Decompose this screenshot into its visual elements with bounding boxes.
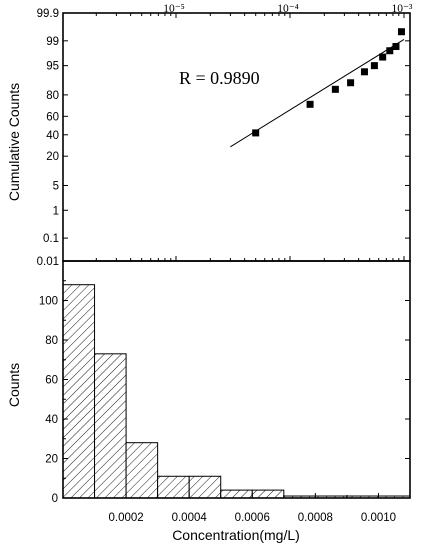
top-y-tick-label: 99.9 — [37, 8, 59, 20]
data-point — [331, 85, 339, 93]
top-x-tick-label: 10⁻³ — [391, 3, 413, 15]
data-point — [386, 47, 394, 55]
top-y-tick-label: 1 — [53, 205, 59, 217]
bottom-y-axis: 0 20 40 60 80 100 — [39, 280, 410, 505]
top-y-tick-label: 0.01 — [37, 256, 59, 268]
top-y-tick-label: 60 — [46, 111, 59, 123]
top-y-tick-label: 5 — [53, 180, 59, 192]
data-point — [379, 53, 387, 61]
top-plot-frame — [62, 12, 411, 262]
data-point — [252, 129, 260, 137]
top-y-axis-title: Cumulative Counts — [6, 83, 22, 201]
data-point — [397, 28, 405, 36]
bottom-x-tick-label: 0.0010 — [361, 512, 396, 524]
bottom-y-tick-label: 60 — [45, 375, 58, 387]
top-y-tick-label: 99 — [46, 36, 59, 48]
probability-points — [252, 28, 405, 137]
top-y-tick-label: 20 — [46, 151, 59, 163]
top-y-tick-label: 80 — [46, 90, 59, 102]
histogram-bar — [62, 284, 96, 499]
top-y-tick-label: 0.1 — [43, 233, 59, 245]
correlation-annotation: R = 0.9890 — [179, 68, 260, 88]
histogram-bar — [251, 489, 285, 499]
bottom-x-axis: 0.0002 0.0004 0.0006 0.0008 0.0010 — [94, 493, 396, 524]
bottom-x-tick-label: 0.0004 — [172, 512, 208, 524]
bottom-x-tick-label: 0.0008 — [298, 512, 333, 524]
histogram-bars — [62, 284, 411, 499]
histogram-bar — [220, 489, 253, 499]
bottom-x-axis-title: Concentration(mg/L) — [172, 527, 300, 543]
bottom-y-tick-label: 80 — [45, 335, 58, 347]
top-x-tick-label: 10⁻⁴ — [277, 3, 299, 15]
probability-plot: 0.01 0.1 1 5 20 40 60 80 95 99 99.9 10⁻⁵ 10⁻⁴ 10⁻³ R… — [6, 3, 413, 268]
top-y-axis: 0.01 0.1 1 5 20 40 60 80 95 99 99.9 — [37, 8, 410, 268]
top-x-axis: 10⁻⁵ 10⁻⁴ 10⁻³ — [95, 3, 413, 261]
bottom-y-axis-title: Counts — [6, 363, 22, 407]
bottom-y-tick-label: 0 — [52, 493, 58, 505]
bottom-x-tick-label: 0.0002 — [108, 512, 143, 524]
data-point — [392, 43, 400, 51]
bottom-x-tick-label: 0.0006 — [235, 512, 270, 524]
data-point — [306, 100, 314, 108]
bottom-y-tick-label: 100 — [39, 296, 58, 308]
data-point — [370, 62, 378, 70]
data-point — [347, 79, 355, 87]
histogram-bar — [157, 475, 190, 499]
regression-fit-line — [230, 38, 405, 148]
data-point — [360, 68, 368, 76]
top-y-tick-label: 95 — [46, 61, 59, 73]
bottom-y-tick-label: 40 — [45, 414, 58, 426]
histogram-bar — [94, 353, 127, 499]
bottom-y-tick-label: 20 — [45, 454, 58, 466]
top-y-tick-label: 40 — [46, 130, 59, 142]
top-x-tick-label: 10⁻⁵ — [163, 3, 185, 15]
histogram-bar — [188, 475, 222, 499]
histogram-bar — [125, 442, 159, 499]
